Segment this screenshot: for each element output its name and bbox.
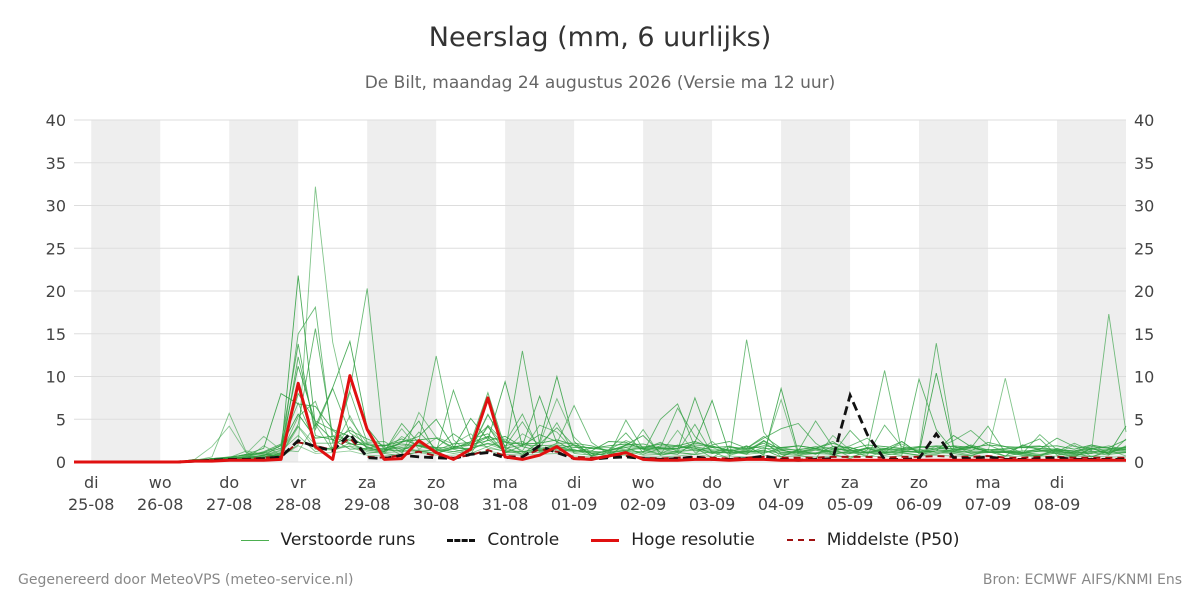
x-tick-label-date: 25-08 <box>68 495 115 514</box>
y-tick-label-right: 15 <box>1134 325 1154 344</box>
legend-item-ensemble: Verstoorde runs <box>240 530 416 550</box>
x-tick-label-day: di <box>567 473 582 492</box>
x-tick-label-day: vr <box>773 473 789 492</box>
x-tick-label-date: 02-09 <box>620 495 667 514</box>
legend-item-hires: Hoge resolutie <box>591 530 755 550</box>
x-tick-label-date: 05-09 <box>827 495 874 514</box>
legend-swatch-control <box>447 538 476 542</box>
y-tick-label-left: 30 <box>46 197 66 216</box>
y-tick-label-left: 35 <box>46 154 66 173</box>
y-tick-label-right: 5 <box>1134 410 1144 429</box>
legend-swatch-median <box>786 539 815 541</box>
y-tick-label-left: 5 <box>56 410 66 429</box>
x-tick-label-date: 07-09 <box>965 495 1012 514</box>
y-tick-label-left: 10 <box>46 368 66 387</box>
x-tick-label-day: do <box>702 473 722 492</box>
x-tick-label-date: 26-08 <box>137 495 184 514</box>
legend-label-hires: Hoge resolutie <box>631 530 755 550</box>
legend-swatch-hires <box>591 538 620 542</box>
legend-label-ensemble: Verstoorde runs <box>280 530 416 550</box>
x-tick-label-day: ma <box>492 473 517 492</box>
y-tick-label-left: 15 <box>46 325 66 344</box>
x-tick-label-day: zo <box>910 473 928 492</box>
x-tick-label-date: 29-08 <box>344 495 391 514</box>
y-tick-label-left: 20 <box>46 282 66 301</box>
y-tick-label-right: 25 <box>1134 239 1154 258</box>
series-ensemble-member-18 <box>74 412 1126 463</box>
series-ensemble-member-14 <box>74 413 1127 463</box>
x-tick-label-day: do <box>219 473 239 492</box>
series-median-p50 <box>74 436 1126 463</box>
x-tick-label-date: 28-08 <box>275 495 322 514</box>
footer-generated-by: Gegenereerd door MeteoVPS (meteo-service… <box>18 572 354 588</box>
x-tick-label-date: 06-09 <box>896 495 943 514</box>
x-tick-label-date: 27-08 <box>206 495 253 514</box>
legend-item-control: Controle <box>447 530 559 550</box>
legend-label-control: Controle <box>487 530 560 550</box>
y-tick-label-left: 25 <box>46 239 66 258</box>
chart-subtitle: De Bilt, maandag 24 augustus 2026 (Versi… <box>364 73 836 93</box>
legend-item-median: Middelste (P50) <box>786 530 960 550</box>
y-tick-label-right: 30 <box>1134 197 1154 216</box>
y-tick-label-right: 10 <box>1134 368 1154 387</box>
x-tick-label-date: 03-09 <box>689 495 736 514</box>
x-tick-label-day: vr <box>290 473 306 492</box>
x-tick-label-date: 04-09 <box>758 495 805 514</box>
y-tick-label-right: 35 <box>1134 154 1154 173</box>
series-ensemble-member-9 <box>74 366 1127 463</box>
legend-label-median: Middelste (P50) <box>826 530 960 550</box>
y-tick-label-right: 40 <box>1134 111 1154 130</box>
x-tick-label-day: wo <box>632 473 655 492</box>
series-high-resolution <box>74 374 1126 464</box>
legend: Verstoorde runs Controle Hoge resolutie … <box>0 530 1200 550</box>
x-tick-label-day: di <box>84 473 99 492</box>
x-tick-label-day: za <box>358 473 376 492</box>
y-tick-label-right: 0 <box>1134 453 1144 472</box>
x-tick-label-day: wo <box>149 473 172 492</box>
x-tick-label-day: di <box>1050 473 1065 492</box>
x-tick-label-date: 08-09 <box>1034 495 1081 514</box>
legend-swatch-ensemble <box>240 539 269 541</box>
series-ensemble-member-15 <box>74 391 1127 463</box>
y-tick-label-left: 0 <box>56 453 66 472</box>
x-tick-label-day: za <box>841 473 859 492</box>
x-tick-label-day: zo <box>427 473 445 492</box>
chart-title: Neerslag (mm, 6 uurlijks) <box>428 22 772 53</box>
y-tick-label-right: 20 <box>1134 282 1154 301</box>
x-tick-label-day: ma <box>975 473 1000 492</box>
footer-source: Bron: ECMWF AIFS/KNMI Ens <box>982 572 1182 588</box>
y-tick-label-left: 40 <box>46 111 66 130</box>
x-tick-label-date: 30-08 <box>413 495 460 514</box>
x-tick-label-date: 31-08 <box>482 495 529 514</box>
x-tick-label-date: 01-09 <box>551 495 598 514</box>
